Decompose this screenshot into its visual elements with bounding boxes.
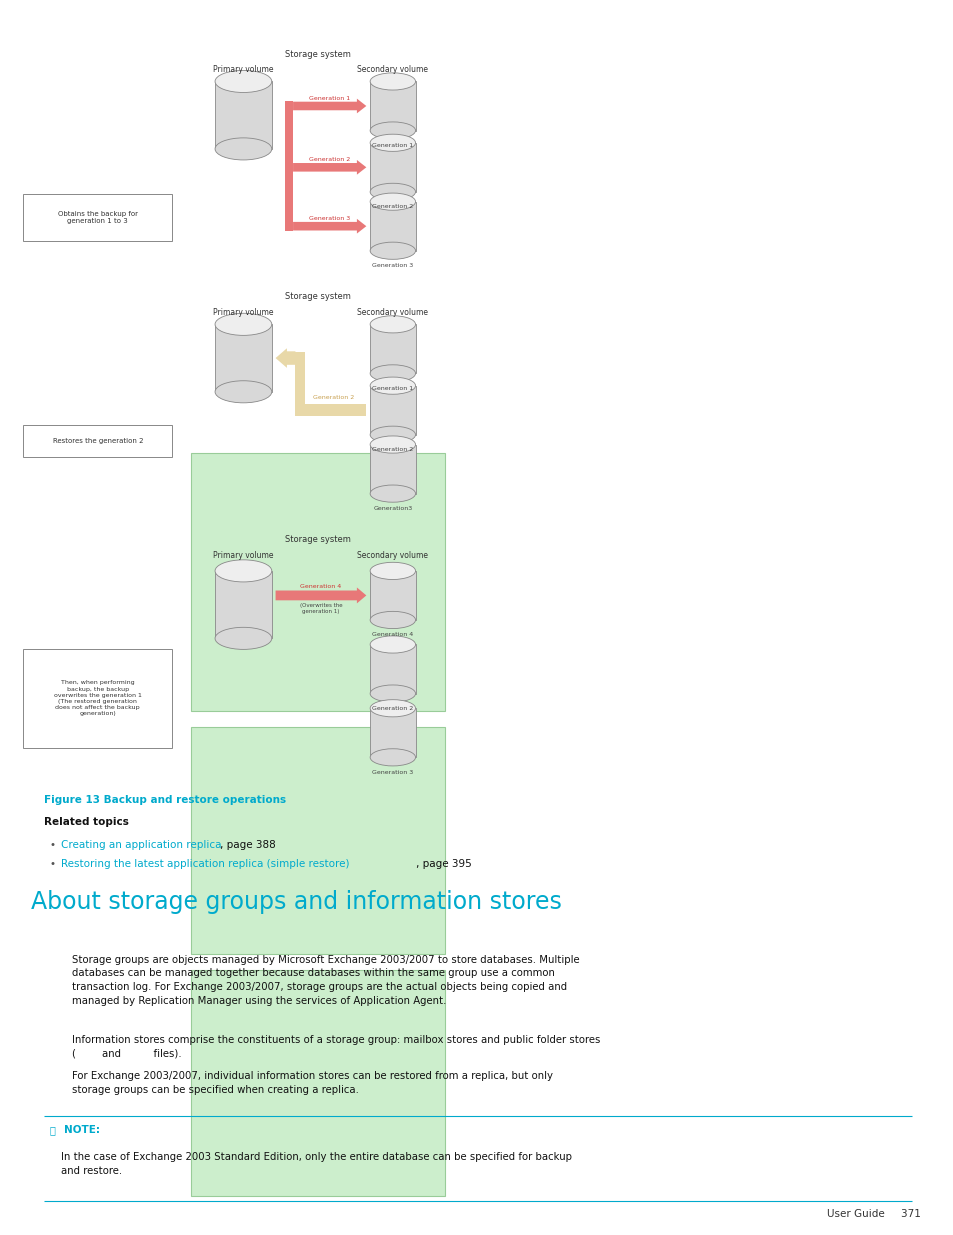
Bar [295,352,305,410]
Text: Primary volume: Primary volume [213,65,274,74]
Ellipse shape [370,748,416,766]
Ellipse shape [370,364,416,382]
Text: Secondary volume: Secondary volume [357,65,428,74]
Ellipse shape [214,627,272,650]
Ellipse shape [370,611,416,629]
Ellipse shape [370,636,416,653]
Text: In the case of Exchange 2003 Standard Edition, only the entire database can be s: In the case of Exchange 2003 Standard Ed… [61,1152,571,1176]
Bar [370,645,416,694]
Text: , page 388: , page 388 [219,840,275,850]
Text: Secondary volume: Secondary volume [357,309,428,317]
Ellipse shape [370,193,416,210]
Bar [284,101,293,231]
Text: Generation 1: Generation 1 [372,385,413,390]
Bar [192,726,444,953]
Bar [370,385,416,435]
Text: Generation 3: Generation 3 [309,216,350,221]
Text: Generation 4: Generation 4 [372,632,413,637]
Bar [23,425,172,457]
Text: Restoring the latest application replica (simple restore): Restoring the latest application replica… [61,860,349,869]
Ellipse shape [370,316,416,333]
Text: Obtains the backup for
generation 1 to 3: Obtains the backup for generation 1 to 3 [58,211,137,225]
Text: Related topics: Related topics [44,818,129,827]
Bar [23,194,172,241]
Bar [192,453,444,710]
Bar [370,201,416,251]
Ellipse shape [370,377,416,394]
Text: Generation 2: Generation 2 [372,447,413,452]
Text: NOTE:: NOTE: [64,1125,100,1135]
Text: Generation 2: Generation 2 [372,204,413,209]
Text: Storage system: Storage system [285,535,351,545]
Bar [370,445,416,494]
Text: Then, when performing
backup, the backup
overwrites the generation 1
(The restor: Then, when performing backup, the backup… [53,680,142,716]
Ellipse shape [370,242,416,259]
Ellipse shape [214,138,272,161]
Text: About storage groups and information stores: About storage groups and information sto… [30,890,561,914]
Text: Generation 2: Generation 2 [372,706,413,711]
Ellipse shape [214,380,272,403]
Text: , page 395: , page 395 [416,860,471,869]
Ellipse shape [370,135,416,152]
Ellipse shape [370,562,416,579]
Text: Storage system: Storage system [285,49,351,58]
Text: For Exchange 2003/2007, individual information stores can be restored from a rep: For Exchange 2003/2007, individual infor… [72,1072,553,1095]
Text: Primary volume: Primary volume [213,551,274,561]
FancyArrow shape [275,348,295,368]
Text: Generation 2: Generation 2 [309,157,350,163]
FancyArrow shape [293,161,366,174]
Ellipse shape [370,183,416,200]
Bar [214,571,272,638]
FancyArrow shape [275,588,366,604]
Text: Storage groups are objects managed by Microsoft Exchange 2003/2007 to store data: Storage groups are objects managed by Mi… [72,955,579,1005]
Text: Information stores comprise the constituents of a storage group: mailbox stores : Information stores comprise the constitu… [72,1035,600,1058]
Bar [370,571,416,620]
FancyArrow shape [293,219,366,233]
Ellipse shape [370,122,416,140]
FancyArrow shape [293,99,366,114]
Text: Generation3: Generation3 [373,506,412,511]
Bar [295,404,366,416]
Text: 📋: 📋 [50,1125,55,1135]
Bar [370,143,416,191]
Ellipse shape [214,70,272,93]
Text: Figure 13 Backup and restore operations: Figure 13 Backup and restore operations [44,795,286,805]
Ellipse shape [370,700,416,716]
Text: Generation 3: Generation 3 [372,263,413,268]
Ellipse shape [370,685,416,703]
Bar [214,82,272,149]
Text: Generation 2: Generation 2 [313,395,354,400]
Ellipse shape [370,73,416,90]
Text: Generation 1: Generation 1 [309,96,350,101]
Text: (Overwrites the
generation 1): (Overwrites the generation 1) [299,603,342,614]
Bar [214,325,272,391]
Text: Secondary volume: Secondary volume [357,551,428,561]
Bar [370,709,416,757]
Text: Generation 1: Generation 1 [372,143,413,148]
Ellipse shape [370,436,416,453]
Bar [370,325,416,373]
Bar [23,650,172,747]
Text: Storage system: Storage system [285,293,351,301]
Text: Generation 3: Generation 3 [372,769,413,774]
Text: Primary volume: Primary volume [213,309,274,317]
Text: Restores the generation 2: Restores the generation 2 [52,438,143,443]
Bar [370,82,416,131]
Ellipse shape [370,426,416,443]
Ellipse shape [370,485,416,503]
Text: User Guide     371: User Guide 371 [826,1209,920,1219]
Bar [192,969,444,1197]
Ellipse shape [214,314,272,336]
Text: Generation 4: Generation 4 [300,584,341,589]
Ellipse shape [214,559,272,582]
Text: Creating an application replica: Creating an application replica [61,840,221,850]
Text: •: • [50,840,55,850]
Text: •: • [50,860,55,869]
